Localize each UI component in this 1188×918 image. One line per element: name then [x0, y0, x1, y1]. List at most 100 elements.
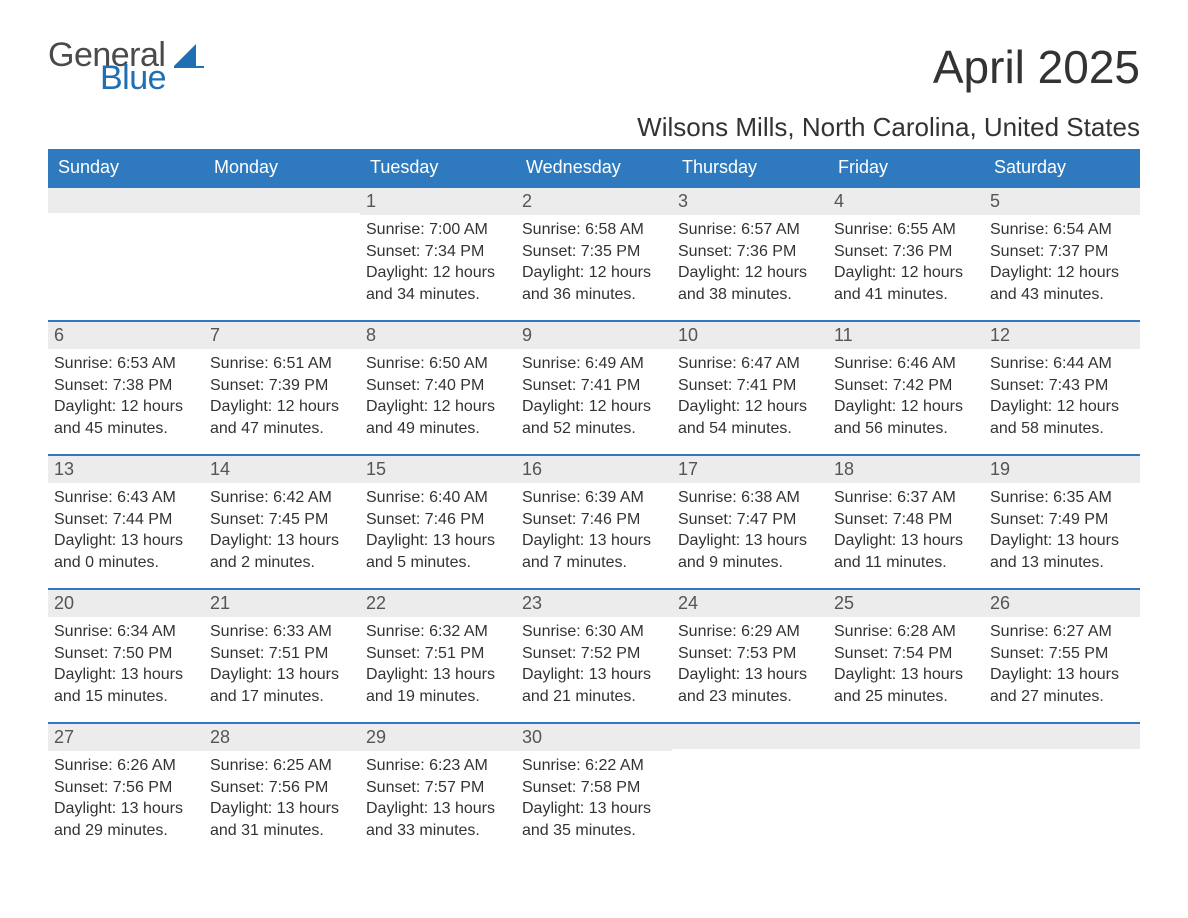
- sunrise-text: Sunrise: 6:39 AM: [522, 487, 666, 509]
- day-details: Sunrise: 6:37 AMSunset: 7:48 PMDaylight:…: [828, 483, 984, 587]
- calendar-cell: 5Sunrise: 6:54 AMSunset: 7:37 PMDaylight…: [984, 186, 1140, 320]
- weekday-header: Thursday: [672, 149, 828, 186]
- sunrise-text: Sunrise: 6:32 AM: [366, 621, 510, 643]
- calendar-cell: 17Sunrise: 6:38 AMSunset: 7:47 PMDayligh…: [672, 454, 828, 588]
- sunset-text: Sunset: 7:36 PM: [678, 241, 822, 263]
- day-number: 11: [828, 320, 984, 349]
- day-details: Sunrise: 6:49 AMSunset: 7:41 PMDaylight:…: [516, 349, 672, 453]
- calendar-cell: [828, 722, 984, 856]
- sunset-text: Sunset: 7:51 PM: [366, 643, 510, 665]
- sunset-text: Sunset: 7:57 PM: [366, 777, 510, 799]
- day-details: Sunrise: 6:58 AMSunset: 7:35 PMDaylight:…: [516, 215, 672, 319]
- day-number: 5: [984, 186, 1140, 215]
- sunset-text: Sunset: 7:40 PM: [366, 375, 510, 397]
- sunrise-text: Sunrise: 6:46 AM: [834, 353, 978, 375]
- day-number: 3: [672, 186, 828, 215]
- day-details: Sunrise: 6:39 AMSunset: 7:46 PMDaylight:…: [516, 483, 672, 587]
- day-number: 21: [204, 588, 360, 617]
- calendar-cell: 15Sunrise: 6:40 AMSunset: 7:46 PMDayligh…: [360, 454, 516, 588]
- day-details: Sunrise: 6:44 AMSunset: 7:43 PMDaylight:…: [984, 349, 1140, 453]
- day-number: 23: [516, 588, 672, 617]
- daylight-text: Daylight: 12 hours and 58 minutes.: [990, 396, 1134, 439]
- sunrise-text: Sunrise: 6:35 AM: [990, 487, 1134, 509]
- day-details: Sunrise: 6:25 AMSunset: 7:56 PMDaylight:…: [204, 751, 360, 855]
- day-number: 27: [48, 722, 204, 751]
- day-details: Sunrise: 6:26 AMSunset: 7:56 PMDaylight:…: [48, 751, 204, 855]
- month-title: April 2025: [933, 40, 1140, 94]
- daylight-text: Daylight: 12 hours and 34 minutes.: [366, 262, 510, 305]
- sunrise-text: Sunrise: 6:38 AM: [678, 487, 822, 509]
- sunrise-text: Sunrise: 6:51 AM: [210, 353, 354, 375]
- day-details: Sunrise: 6:27 AMSunset: 7:55 PMDaylight:…: [984, 617, 1140, 721]
- sunrise-text: Sunrise: 6:22 AM: [522, 755, 666, 777]
- daylight-text: Daylight: 13 hours and 13 minutes.: [990, 530, 1134, 573]
- sail-icon: [174, 44, 204, 71]
- calendar-cell: 20Sunrise: 6:34 AMSunset: 7:50 PMDayligh…: [48, 588, 204, 722]
- calendar-cell: 12Sunrise: 6:44 AMSunset: 7:43 PMDayligh…: [984, 320, 1140, 454]
- sunrise-text: Sunrise: 6:29 AM: [678, 621, 822, 643]
- sunset-text: Sunset: 7:51 PM: [210, 643, 354, 665]
- calendar-cell: 19Sunrise: 6:35 AMSunset: 7:49 PMDayligh…: [984, 454, 1140, 588]
- daylight-text: Daylight: 12 hours and 52 minutes.: [522, 396, 666, 439]
- day-number: 16: [516, 454, 672, 483]
- sunset-text: Sunset: 7:41 PM: [678, 375, 822, 397]
- day-number: 22: [360, 588, 516, 617]
- day-details: Sunrise: 6:33 AMSunset: 7:51 PMDaylight:…: [204, 617, 360, 721]
- weekday-header: Tuesday: [360, 149, 516, 186]
- sunset-text: Sunset: 7:44 PM: [54, 509, 198, 531]
- sunset-text: Sunset: 7:56 PM: [54, 777, 198, 799]
- sunset-text: Sunset: 7:35 PM: [522, 241, 666, 263]
- sunrise-text: Sunrise: 6:50 AM: [366, 353, 510, 375]
- calendar-cell: [48, 186, 204, 320]
- daylight-text: Daylight: 13 hours and 11 minutes.: [834, 530, 978, 573]
- daylight-text: Daylight: 12 hours and 56 minutes.: [834, 396, 978, 439]
- sunset-text: Sunset: 7:37 PM: [990, 241, 1134, 263]
- sunset-text: Sunset: 7:34 PM: [366, 241, 510, 263]
- sunrise-text: Sunrise: 6:37 AM: [834, 487, 978, 509]
- day-number: 24: [672, 588, 828, 617]
- calendar-cell: 4Sunrise: 6:55 AMSunset: 7:36 PMDaylight…: [828, 186, 984, 320]
- weekday-header: Monday: [204, 149, 360, 186]
- day-details: Sunrise: 6:35 AMSunset: 7:49 PMDaylight:…: [984, 483, 1140, 587]
- day-number: 13: [48, 454, 204, 483]
- daylight-text: Daylight: 13 hours and 29 minutes.: [54, 798, 198, 841]
- day-number: [48, 186, 204, 213]
- sunrise-text: Sunrise: 6:27 AM: [990, 621, 1134, 643]
- day-number: 2: [516, 186, 672, 215]
- calendar-cell: 14Sunrise: 6:42 AMSunset: 7:45 PMDayligh…: [204, 454, 360, 588]
- weekday-header: Wednesday: [516, 149, 672, 186]
- calendar-cell: 23Sunrise: 6:30 AMSunset: 7:52 PMDayligh…: [516, 588, 672, 722]
- sunrise-text: Sunrise: 6:49 AM: [522, 353, 666, 375]
- day-number: 20: [48, 588, 204, 617]
- calendar-cell: [984, 722, 1140, 856]
- sunrise-text: Sunrise: 6:55 AM: [834, 219, 978, 241]
- daylight-text: Daylight: 12 hours and 36 minutes.: [522, 262, 666, 305]
- calendar-cell: [204, 186, 360, 320]
- sunset-text: Sunset: 7:45 PM: [210, 509, 354, 531]
- day-number: 4: [828, 186, 984, 215]
- day-number: 14: [204, 454, 360, 483]
- sunset-text: Sunset: 7:43 PM: [990, 375, 1134, 397]
- calendar-cell: 2Sunrise: 6:58 AMSunset: 7:35 PMDaylight…: [516, 186, 672, 320]
- sunset-text: Sunset: 7:58 PM: [522, 777, 666, 799]
- day-details: Sunrise: 6:47 AMSunset: 7:41 PMDaylight:…: [672, 349, 828, 453]
- calendar-cell: 11 Sunrise: 6:46 AMSunset: 7:42 PMDayligh…: [828, 320, 984, 454]
- daylight-text: Daylight: 12 hours and 49 minutes.: [366, 396, 510, 439]
- day-number: 10: [672, 320, 828, 349]
- sunrise-text: Sunrise: 7:00 AM: [366, 219, 510, 241]
- sunset-text: Sunset: 7:46 PM: [366, 509, 510, 531]
- calendar-cell: 8Sunrise: 6:50 AMSunset: 7:40 PMDaylight…: [360, 320, 516, 454]
- sunrise-text: Sunrise: 6:57 AM: [678, 219, 822, 241]
- calendar-cell: 1Sunrise: 7:00 AMSunset: 7:34 PMDaylight…: [360, 186, 516, 320]
- day-details: Sunrise: 6:32 AMSunset: 7:51 PMDaylight:…: [360, 617, 516, 721]
- sunset-text: Sunset: 7:36 PM: [834, 241, 978, 263]
- daylight-text: Daylight: 13 hours and 27 minutes.: [990, 664, 1134, 707]
- daylight-text: Daylight: 13 hours and 5 minutes.: [366, 530, 510, 573]
- sunset-text: Sunset: 7:42 PM: [834, 375, 978, 397]
- weekday-header: Friday: [828, 149, 984, 186]
- calendar-cell: 21Sunrise: 6:33 AMSunset: 7:51 PMDayligh…: [204, 588, 360, 722]
- calendar-cell: 24Sunrise: 6:29 AMSunset: 7:53 PMDayligh…: [672, 588, 828, 722]
- day-number: 6: [48, 320, 204, 349]
- day-number: 30: [516, 722, 672, 751]
- calendar-grid: SundayMondayTuesdayWednesdayThursdayFrid…: [48, 149, 1140, 856]
